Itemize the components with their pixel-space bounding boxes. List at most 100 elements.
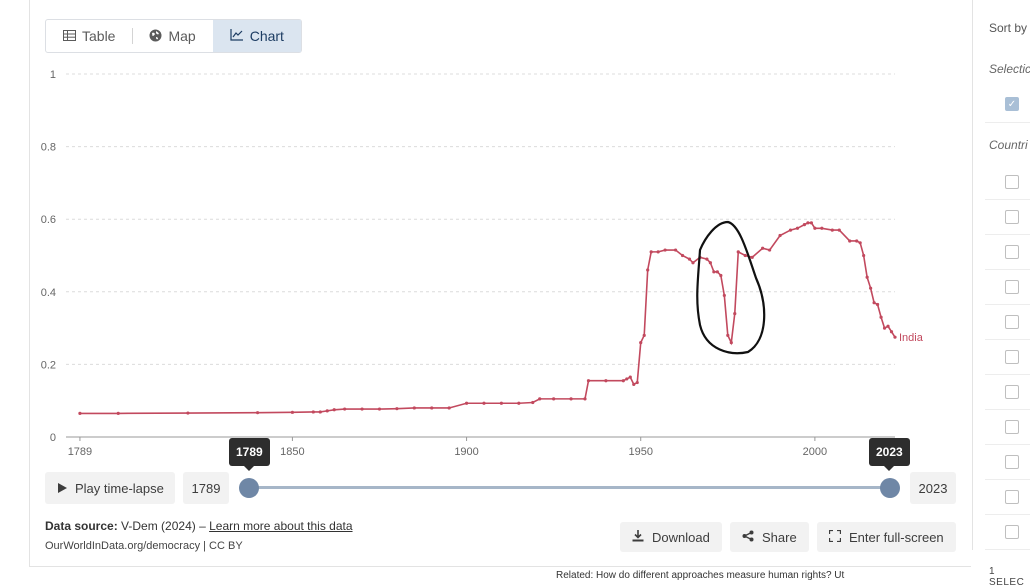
country-checkbox[interactable] — [1005, 525, 1019, 539]
data-point — [788, 228, 793, 232]
data-point — [809, 221, 814, 225]
tab-chart[interactable]: Chart — [212, 20, 301, 52]
series-label[interactable]: India — [899, 332, 924, 344]
countries-heading: Countri — [989, 138, 1028, 152]
divider — [985, 444, 1030, 445]
x-tick-label: 1850 — [280, 446, 304, 458]
fullscreen-button[interactable]: Enter full-screen — [817, 522, 956, 552]
divider — [985, 549, 1030, 550]
play-timelapse-label: Play time-lapse — [75, 480, 164, 496]
data-point — [583, 397, 587, 401]
country-checkbox[interactable] — [1005, 280, 1019, 294]
data-point — [639, 341, 643, 345]
timeline-slider-track[interactable] — [249, 486, 890, 489]
data-point — [632, 382, 636, 386]
divider — [985, 479, 1030, 480]
end-year-tooltip: 2023 — [869, 438, 910, 471]
table-icon — [63, 29, 76, 43]
data-point — [186, 411, 190, 415]
play-timelapse-button[interactable]: Play time-lapse — [45, 472, 175, 504]
country-checkbox[interactable] — [1005, 420, 1019, 434]
data-point — [736, 250, 740, 254]
data-point — [691, 261, 695, 265]
data-point — [893, 335, 897, 339]
data-point — [722, 293, 726, 298]
data-point — [255, 411, 260, 415]
data-point — [646, 268, 650, 272]
learn-more-link[interactable]: Learn more about this data — [209, 519, 353, 533]
y-tick-label: 0.6 — [41, 214, 56, 226]
chart-frame-left-border — [29, 0, 30, 566]
play-icon — [58, 481, 67, 496]
data-point — [318, 410, 322, 414]
selected-checkbox[interactable]: ✓ — [1005, 97, 1019, 111]
data-point — [311, 410, 315, 414]
y-tick-label: 0.4 — [41, 287, 56, 299]
tab-map[interactable]: Map — [132, 20, 212, 52]
data-point — [705, 257, 709, 261]
download-button[interactable]: Download — [620, 522, 722, 552]
timeline-end-handle[interactable] — [880, 478, 900, 498]
data-point — [649, 250, 653, 254]
data-point — [538, 397, 542, 401]
selection-heading: Selectic — [989, 62, 1030, 76]
divider — [985, 304, 1030, 305]
data-point — [708, 261, 712, 265]
data-point — [569, 397, 573, 401]
data-point — [848, 239, 852, 243]
line-chart-icon — [230, 29, 244, 43]
divider — [985, 339, 1030, 340]
data-point — [531, 400, 535, 405]
end-year-input[interactable]: 2023 — [910, 472, 956, 504]
share-button[interactable]: Share — [730, 522, 809, 552]
timeline-start-handle[interactable] — [239, 478, 259, 498]
data-point — [872, 301, 876, 305]
divider — [985, 234, 1030, 235]
country-checkbox[interactable] — [1005, 350, 1019, 364]
country-checkbox[interactable] — [1005, 490, 1019, 504]
panel-divider — [972, 0, 973, 550]
data-point — [325, 409, 329, 413]
country-checkbox[interactable] — [1005, 245, 1019, 259]
data-point — [656, 250, 660, 254]
start-year-input[interactable]: 1789 — [183, 472, 229, 504]
tab-table[interactable]: Table — [46, 20, 132, 52]
data-point — [865, 275, 869, 279]
data-point — [743, 253, 747, 258]
divider — [985, 374, 1030, 375]
y-tick-label: 0.2 — [41, 359, 56, 371]
download-label: Download — [652, 529, 710, 545]
data-point — [680, 253, 685, 258]
data-point — [621, 379, 625, 383]
country-checkbox[interactable] — [1005, 175, 1019, 189]
divider — [985, 514, 1030, 515]
country-checkbox[interactable] — [1005, 455, 1019, 469]
data-source: Data source: V-Dem (2024) – Learn more a… — [45, 519, 353, 533]
data-point — [750, 255, 754, 259]
related-link[interactable]: Related: How do different approaches mea… — [556, 570, 845, 581]
series-line-india[interactable] — [79, 222, 896, 415]
data-point — [802, 223, 807, 227]
x-tick-label: 1950 — [628, 446, 652, 458]
x-tick-label: 1789 — [68, 446, 92, 458]
data-point — [712, 270, 716, 274]
data-point — [719, 273, 723, 278]
country-checkbox[interactable] — [1005, 210, 1019, 224]
y-tick-label: 0.8 — [41, 142, 56, 154]
sort-by-label[interactable]: Sort by — [989, 21, 1028, 35]
country-checkbox[interactable] — [1005, 315, 1019, 329]
data-point — [552, 397, 556, 401]
data-point — [290, 410, 295, 414]
data-point — [869, 286, 873, 290]
divider — [985, 122, 1030, 123]
data-source-label: Data source: — [45, 519, 118, 533]
data-point — [855, 239, 859, 243]
data-point — [837, 228, 841, 232]
divider — [985, 199, 1030, 200]
data-point — [116, 411, 120, 416]
country-checkbox[interactable] — [1005, 385, 1019, 399]
expand-icon — [828, 529, 842, 545]
data-point — [778, 233, 782, 238]
y-tick-label: 1 — [50, 69, 56, 81]
